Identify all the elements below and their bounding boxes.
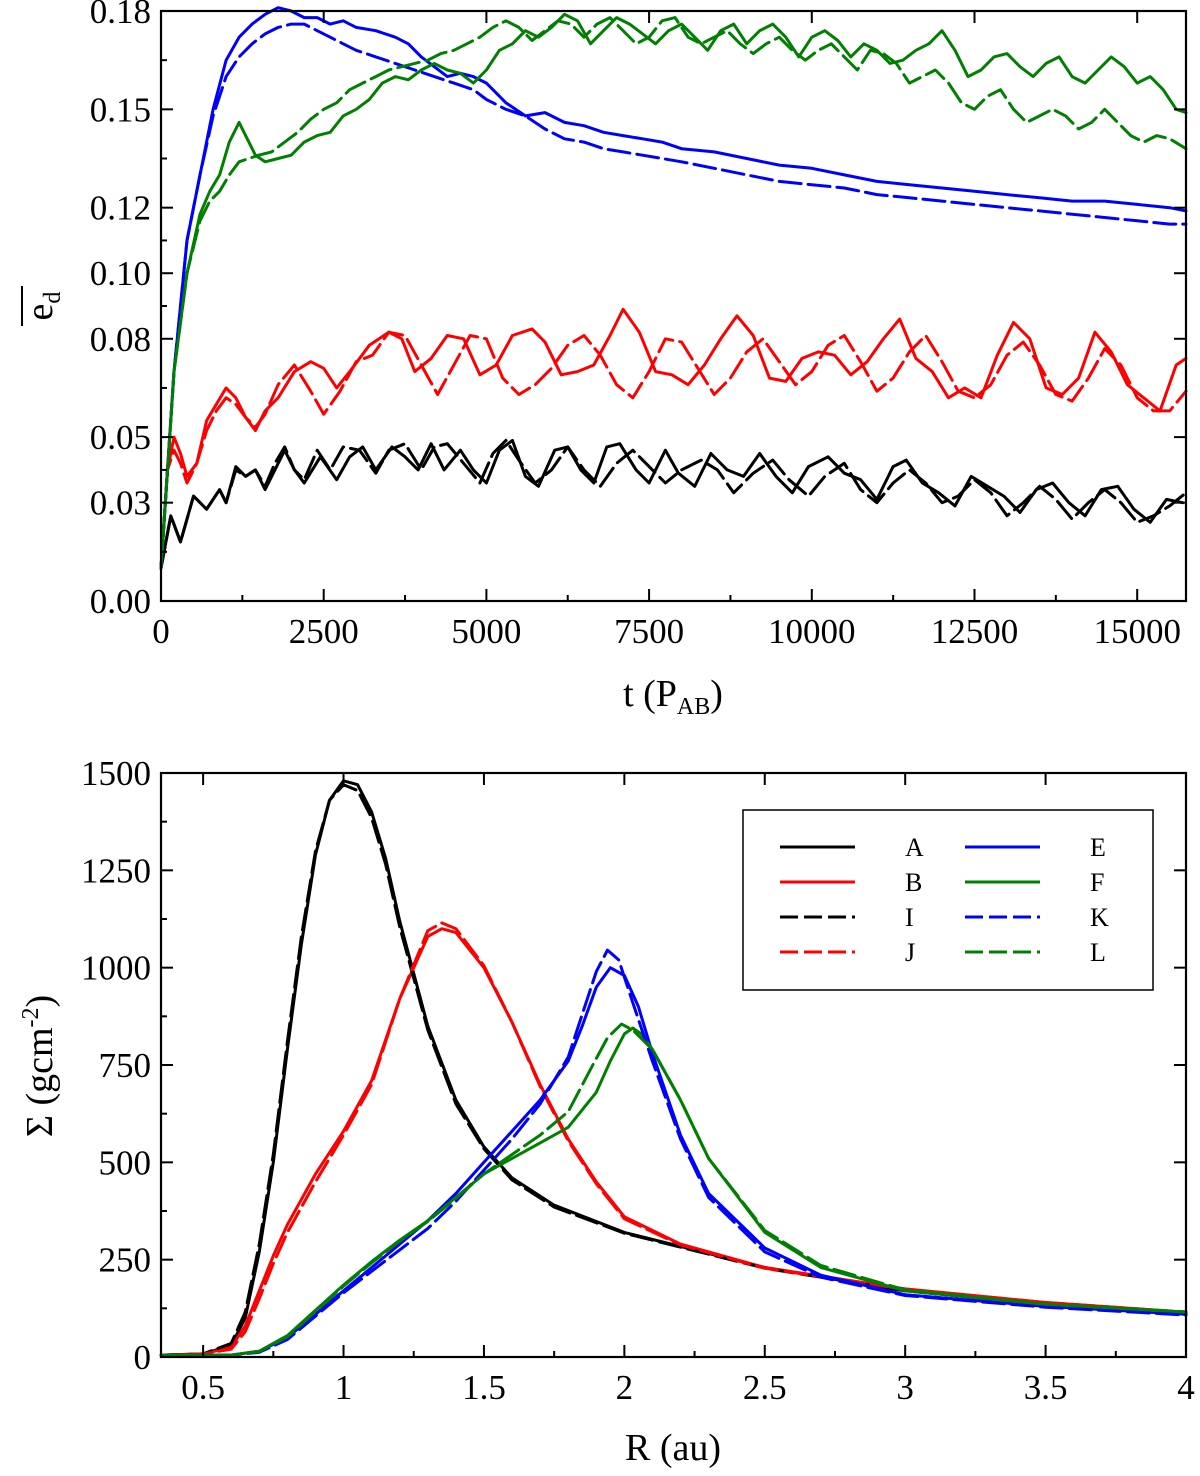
top-x-tick-label: 5000 <box>451 612 521 651</box>
legend-label-F: F <box>1090 868 1104 897</box>
top-x-tick-label: 10000 <box>768 612 856 651</box>
top-plot-frame <box>159 9 1188 603</box>
bottom-x-tick-label: 1.5 <box>462 1368 506 1407</box>
legend-label-J: J <box>905 938 915 967</box>
top-y-tick-label: 0.05 <box>90 418 151 457</box>
top-x-tick-label: 7500 <box>614 612 684 651</box>
bottom-series-B <box>159 927 1188 1357</box>
top-series-F <box>159 12 1188 570</box>
legend-box <box>742 809 1154 991</box>
top-x-tick-label: 15000 <box>1093 612 1181 651</box>
bottom-y-axis-label: Σ (gcm-2) <box>18 995 61 1137</box>
bottom-x-tick-label: 1 <box>335 1368 353 1407</box>
top-x-tick-label: 0 <box>152 612 170 651</box>
top-x-axis-label: t (PAB) <box>623 673 723 720</box>
top-series-L <box>159 16 1188 570</box>
bottom-series-K <box>159 948 1188 1357</box>
top-y-tick-label: 0.15 <box>90 90 151 129</box>
bottom-series-J <box>159 921 1188 1357</box>
top-series-E <box>159 6 1188 570</box>
top-x-tick-label: 12500 <box>931 612 1019 651</box>
bottom-x-tick-label: 0.5 <box>181 1368 225 1407</box>
bottom-y-tick-label: 1000 <box>81 949 151 988</box>
legend-label-L: L <box>1090 938 1106 967</box>
svg-text:ed: ed <box>19 292 66 321</box>
top-series-I <box>159 438 1188 570</box>
svg-text:Σ (gcm-2): Σ (gcm-2) <box>18 995 61 1137</box>
eccentricity-chart: 0 2500 5000 7500 10000 12500 15000 0.00 0.03 0.05… <box>19 0 1188 720</box>
legend-label-B: B <box>905 868 922 897</box>
top-x-tick-label: 2500 <box>289 612 359 651</box>
surface-density-chart: 0.5 1 1.5 2 2.5 3 3.5 4 0 250 500 750 1000 1250 1500 R… <box>18 754 1195 1469</box>
bottom-y-tick-label: 500 <box>99 1143 152 1182</box>
legend-label-A: A <box>905 833 924 862</box>
top-y-tick-label: 0.08 <box>90 320 151 359</box>
bottom-y-tick-label: 1500 <box>81 754 151 793</box>
top-y-tick-label: 0.00 <box>90 582 151 621</box>
top-y-tick-label: 0.12 <box>90 189 151 228</box>
bottom-y-tick-label: 750 <box>99 1046 152 1085</box>
legend-label-K: K <box>1090 903 1109 932</box>
bottom-x-tick-label: 2.5 <box>743 1368 787 1407</box>
legend-label-E: E <box>1090 833 1106 862</box>
top-series-K <box>159 22 1188 570</box>
legend-label-I: I <box>905 903 914 932</box>
top-series-B <box>159 307 1188 570</box>
bottom-x-tick-label: 4 <box>1177 1368 1195 1407</box>
bottom-x-tick-label: 2 <box>616 1368 634 1407</box>
bottom-y-tick-label: 1250 <box>81 851 151 890</box>
bottom-series-E <box>159 966 1188 1357</box>
top-y-axis-label: ed <box>19 286 66 326</box>
bottom-y-tick-label: 250 <box>99 1241 152 1280</box>
top-series-J <box>159 330 1188 570</box>
top-y-tick-label: 0.03 <box>90 484 151 523</box>
bottom-x-tick-label: 3.5 <box>1024 1368 1068 1407</box>
top-y-tick-label: 0.18 <box>90 0 151 31</box>
bottom-x-tick-label: 3 <box>896 1368 914 1407</box>
bottom-series-I <box>159 783 1188 1357</box>
bottom-series-L <box>159 1022 1188 1357</box>
bottom-x-axis-label: R (au) <box>625 1427 721 1469</box>
top-y-tick-label: 0.10 <box>90 254 151 293</box>
bottom-y-tick-label: 0 <box>134 1338 152 1377</box>
